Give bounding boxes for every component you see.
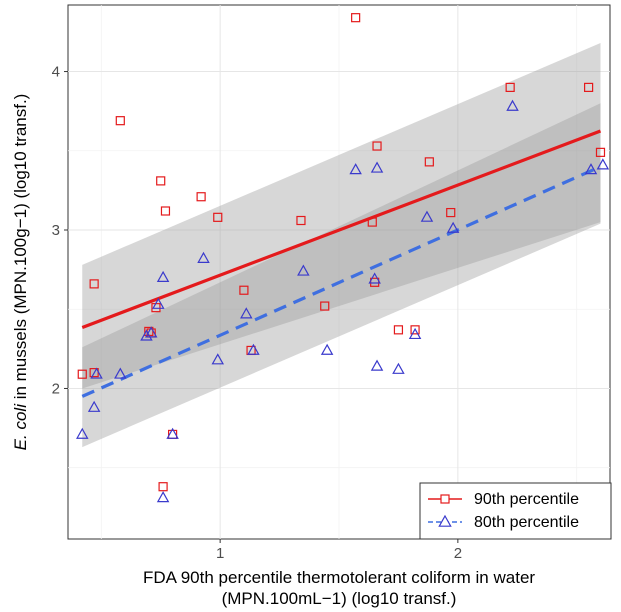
confidence-bands	[82, 43, 601, 448]
confidence-band-p80	[82, 103, 601, 448]
point-p90	[239, 285, 249, 295]
point-p80	[368, 272, 381, 284]
point-p80	[392, 362, 405, 374]
point-p80	[297, 264, 310, 276]
legend-key-marker	[440, 494, 450, 504]
point-p80	[197, 251, 210, 263]
point-p90	[213, 212, 223, 222]
point-p80	[156, 270, 170, 282]
point-p90	[77, 369, 87, 379]
point-p90	[584, 82, 594, 92]
legend: 90th percentile 80th percentile	[419, 482, 612, 540]
point-p80	[144, 326, 158, 338]
point-p90	[505, 82, 515, 92]
y-axis-title-italic: E. coli	[11, 403, 30, 451]
point-p80	[156, 491, 170, 503]
point-p90	[351, 13, 361, 23]
point-p80	[240, 307, 253, 319]
point-p80	[90, 367, 103, 379]
point-p80	[584, 163, 598, 175]
point-p80	[320, 343, 334, 355]
point-p90	[156, 176, 166, 186]
data-points	[76, 13, 610, 503]
x-axis-title-line1: FDA 90th percentile thermotolerant colif…	[143, 568, 535, 587]
y-tick-label: 3	[52, 222, 60, 239]
point-p90	[367, 217, 377, 227]
legend-key-marker	[438, 514, 452, 527]
point-p90	[296, 215, 306, 226]
point-p80	[420, 210, 434, 222]
point-p90	[372, 141, 382, 151]
legend-label: 80th percentile	[474, 514, 579, 531]
legend-box	[419, 482, 612, 540]
point-p90	[160, 206, 171, 216]
x-axis-title-line2: (MPN.100mL−1) (log10 transf.)	[222, 589, 457, 608]
point-p80	[211, 353, 225, 365]
point-p80	[247, 343, 260, 355]
legend-item-p80: 80th percentile	[428, 514, 579, 531]
point-p90	[89, 279, 99, 289]
y-axis-title-rest: in mussels (MPN.100g−1) (log10 transf.)	[11, 94, 30, 404]
point-p90	[424, 157, 434, 167]
point-p90	[393, 325, 404, 335]
point-p90	[410, 325, 420, 335]
point-p80	[166, 427, 179, 439]
point-p80	[140, 329, 153, 341]
x-tick-label: 2	[454, 545, 462, 562]
y-tick-label: 4	[52, 64, 60, 81]
point-p80	[114, 367, 127, 379]
point-p80	[596, 158, 610, 170]
point-p80	[370, 161, 384, 173]
point-p80	[446, 221, 460, 233]
point-p80	[87, 400, 101, 412]
point-p90	[196, 192, 206, 202]
point-p90	[320, 301, 330, 311]
fit-line-p80	[81, 165, 602, 398]
point-p80	[349, 163, 362, 175]
y-axis-ticks: 2 3 4	[52, 64, 68, 397]
point-p80	[76, 427, 89, 439]
legend-label: 90th percentile	[474, 491, 579, 508]
point-p90	[446, 207, 456, 218]
y-tick-label: 2	[52, 380, 60, 397]
point-p90	[115, 116, 125, 126]
confidence-band-p90	[82, 43, 601, 389]
y-axis-title: E. coli in mussels (MPN.100g−1) (log10 t…	[11, 94, 30, 451]
legend-item-p90: 90th percentile	[428, 491, 579, 508]
point-p90	[158, 482, 168, 492]
point-p80	[370, 359, 384, 371]
fit-line-p90	[81, 129, 602, 329]
point-p80	[408, 327, 422, 340]
x-tick-label: 1	[216, 545, 224, 562]
point-p80	[506, 99, 519, 111]
fit-lines	[81, 129, 602, 398]
point-p80	[152, 297, 165, 309]
point-p90	[595, 147, 606, 157]
point-p90	[370, 277, 380, 287]
